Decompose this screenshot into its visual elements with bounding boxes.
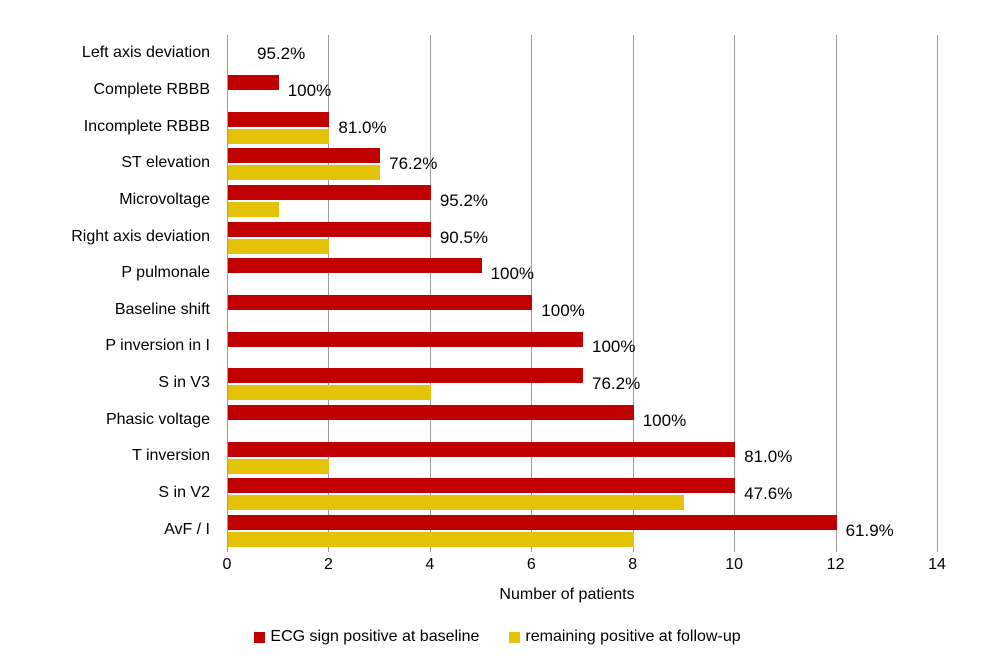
percent-label: 76.2% [592,374,641,394]
bar-baseline [228,221,431,237]
bar-baseline [228,75,279,91]
x-tick-label: 0 [222,556,232,573]
category-label: T inversion [132,447,210,465]
percent-label: 100% [490,264,535,284]
x-tick-label: 6 [526,556,536,573]
percent-label: 100% [642,410,687,430]
x-tick-label: 14 [928,556,946,573]
gridline [835,35,837,552]
bar-baseline [228,148,381,164]
bar-baseline [228,478,736,494]
x-tick-label: 10 [725,556,744,573]
bar-baseline [228,185,431,201]
bar-followup [228,458,330,474]
category-label: S in V3 [158,374,210,392]
bar-followup [228,202,279,218]
percent-label: 100% [541,300,585,320]
category-label: S in V2 [158,484,210,502]
percent-label: 95.2% [257,44,306,64]
category-label: P pulmonale [121,264,210,282]
gridline [531,35,533,552]
percent-label: 61.9% [845,520,894,540]
percent-label: 76.2% [389,154,438,174]
legend-item-followup: remaining positive at follow-up [509,628,741,646]
category-label: Phasic voltage [105,410,210,428]
bar-baseline [228,111,330,127]
percent-label: 90.5% [439,227,489,247]
percent-label: 100% [592,337,636,357]
category-label: AvF / I [164,520,210,538]
legend-item-baseline: ECG sign positive at baseline [254,628,479,646]
gridline [429,35,431,552]
bar-baseline [228,368,583,384]
percent-label: 47.6% [744,484,793,504]
gridline [632,35,634,552]
x-axis-title: Number of patients [499,586,635,603]
category-label: Microvoltage [119,190,210,208]
bar-followup [228,128,330,144]
bar-baseline [228,331,583,347]
category-label: Left axis deviation [81,44,210,62]
legend-color-swatch-followup-icon [509,631,521,643]
gridline [328,35,330,552]
bar-baseline [228,404,634,420]
percent-label: 81.0% [338,117,387,137]
bar-baseline [228,295,533,310]
legend-color-swatch-baseline-icon [254,631,266,643]
category-label: Incomplete RBBB [83,117,210,135]
bar-baseline [228,441,736,457]
bar-followup [228,165,381,181]
category-label: ST elevation [121,154,210,172]
percent-label: 100% [287,80,332,100]
percent-label: 81.0% [744,447,793,467]
percent-label: 95.2% [439,190,489,210]
category-label: P inversion in I [105,337,210,355]
x-tick-label: 8 [628,556,638,573]
x-tick-label: 12 [826,556,845,573]
legend: ECG sign positive at baseline remaining … [0,628,995,646]
category-label: Right axis deviation [71,227,210,245]
category-label: Complete RBBB [93,80,211,98]
bar-baseline [228,514,837,530]
bar-followup [228,495,685,511]
gridline [937,35,938,552]
gridline [227,35,228,552]
x-tick-label: 2 [323,556,333,573]
legend-label-baseline: ECG sign positive at baseline [270,628,480,645]
gridline [734,35,736,552]
bar-followup [228,385,431,401]
bar-followup [228,238,330,254]
legend-label-followup: remaining positive at follow-up [525,628,741,645]
category-label: Baseline shift [114,300,210,318]
bar-baseline [228,258,482,274]
bar-followup [228,531,634,547]
x-tick-label: 4 [425,556,435,573]
